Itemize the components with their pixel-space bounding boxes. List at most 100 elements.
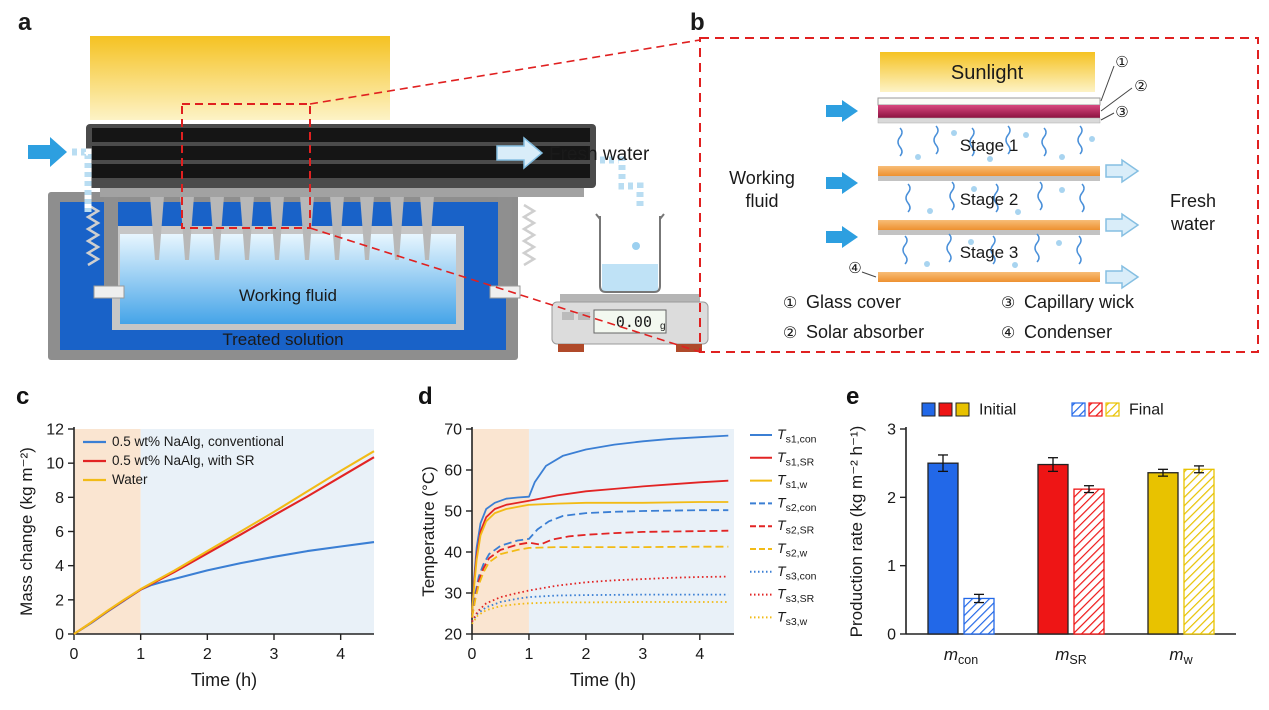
legend-1-num: ①: [783, 293, 797, 312]
fresh-water-label: Fresh water: [549, 144, 650, 165]
stage1-label: Stage 1: [960, 136, 1019, 155]
stage2-vapor: [905, 181, 1085, 213]
charts-row: c 0 2 4 6 8 10 12 Mass change (kg m⁻²) 0 1 2 3 4 Time…: [0, 383, 1269, 694]
scale-button: [578, 312, 590, 320]
bg-region: [140, 429, 374, 634]
schematic-top: a: [18, 9, 1259, 360]
x-tick-label: 1: [525, 646, 534, 663]
scale-display: [593, 309, 667, 334]
category-label: mSR: [1055, 645, 1087, 667]
treated-solution-label: Treated solution: [222, 330, 343, 349]
x-tick-label: 4: [336, 646, 345, 663]
bar-final-2: [1183, 468, 1215, 635]
legend-4-label: Condenser: [1024, 322, 1112, 342]
water-droplet-icon: [632, 242, 640, 250]
wick-3: [878, 230, 1100, 235]
working-fluid-arrows: [826, 100, 858, 248]
y-tick-label: 1: [887, 558, 896, 575]
y-tick-label: 4: [55, 558, 64, 575]
fresh-water-label: Fresh: [1170, 191, 1216, 211]
x-tick-label: 0: [468, 646, 477, 663]
outlet-tube: [596, 156, 644, 208]
x-axis-label: Time (h): [191, 670, 257, 690]
legend-swatch-hatched: [1088, 402, 1103, 417]
y-tick-label: 10: [46, 456, 64, 473]
fresh-water-arrows: [1105, 158, 1140, 290]
panel-e: e 0 1 2 3 Production rate (kg m⁻² h⁻¹) mcon mS…: [842, 383, 1269, 694]
zoom-connector-bottom: [309, 227, 701, 353]
support-left: [104, 196, 118, 288]
clamp-left: [93, 285, 125, 299]
scale-unit: g: [660, 321, 666, 332]
legend-label: Ts2,con: [777, 494, 817, 514]
scale-button: [562, 312, 574, 320]
stage2-droplets: [927, 186, 1065, 215]
stage3-droplets: [924, 239, 1062, 268]
y-tick-label: 0: [55, 627, 64, 644]
chart-d: 20 30 40 50 60 70 Temperature (°C) 0 1 2 3 4 Time (h…: [419, 422, 817, 691]
x-tick-label: 4: [695, 646, 704, 663]
y-tick-label: 30: [444, 586, 462, 603]
y-axis-label: Production rate (kg m⁻² h⁻¹): [847, 426, 866, 638]
stage3-label: Stage 3: [960, 243, 1019, 262]
callout-4-icon: ④: [848, 259, 861, 277]
stage2-label: Stage 2: [960, 190, 1019, 209]
x-tick-label: 3: [638, 646, 647, 663]
beaker: [599, 216, 661, 293]
evaporator-device: [86, 124, 596, 197]
zoom-region-outline: [181, 103, 311, 229]
panel-a: a: [18, 9, 709, 360]
bar-final-0: [963, 597, 995, 635]
beaker-rim: [595, 213, 665, 220]
sunlight-box: [880, 52, 1095, 92]
legend-label: Ts3,con: [777, 563, 817, 583]
x-axis-label: Time (h): [570, 670, 636, 690]
series-line-2: [471, 501, 729, 614]
glass-cover-layer: [877, 97, 1101, 106]
legend-label: 0.5 wt% NaAlg, conventional: [112, 434, 284, 449]
series-line-2: [73, 450, 375, 635]
callout-2-icon: ②: [1134, 77, 1147, 95]
legend-label: Ts1,con: [777, 426, 817, 446]
legend-label: Ts1,SR: [777, 449, 815, 469]
sunlight-beam: [90, 36, 390, 120]
panel-d-label: d: [418, 383, 433, 410]
clamp-right: [489, 285, 521, 299]
legend-swatch: [921, 402, 936, 417]
legend-final-label: Final: [1129, 402, 1164, 419]
legend-label: Ts3,w: [777, 608, 808, 628]
legend-3-num: ③: [1001, 293, 1015, 312]
legend-label: 0.5 wt% NaAlg, with SR: [112, 453, 255, 468]
working-fluid-label-2: fluid: [745, 191, 778, 211]
panel-a-label: a: [18, 9, 32, 36]
condenser-2: [878, 220, 1100, 230]
callout-3-icon: ③: [1115, 103, 1128, 121]
working-fluid-label: Working fluid: [239, 286, 337, 305]
legend-swatch-hatched: [1071, 402, 1086, 417]
legend-1-label: Glass cover: [806, 292, 901, 312]
x-tick-label: 0: [70, 646, 79, 663]
y-axis-label: Mass change (kg m⁻²): [17, 447, 36, 616]
legend-label: Ts2,SR: [777, 517, 815, 537]
legend-3-label: Capillary wick: [1024, 292, 1135, 312]
condenser-1: [878, 166, 1100, 176]
y-tick-label: 50: [444, 504, 462, 521]
y-tick-label: 2: [55, 592, 64, 609]
series-line-7: [471, 575, 729, 623]
panel-c-label: c: [16, 383, 30, 410]
x-tick-label: 3: [270, 646, 279, 663]
legend-swatch-hatched: [1105, 402, 1120, 417]
panel-d: d 20 30 40 50 60 70 Temperature (°C) 0 1 2 3 4 Time …: [414, 383, 842, 694]
fresh-water-label-2: water: [1170, 214, 1215, 234]
y-tick-label: 8: [55, 490, 64, 507]
legend-swatch: [938, 402, 953, 417]
legend-initial-label: Initial: [979, 402, 1016, 419]
legend-2-label: Solar absorber: [806, 322, 924, 342]
legend-label: Water: [112, 472, 148, 487]
capillary-wick-layer: [877, 117, 1101, 124]
x-tick-label: 2: [203, 646, 212, 663]
solar-absorber-layer: [878, 105, 1100, 118]
x-tick-label: 2: [581, 646, 590, 663]
